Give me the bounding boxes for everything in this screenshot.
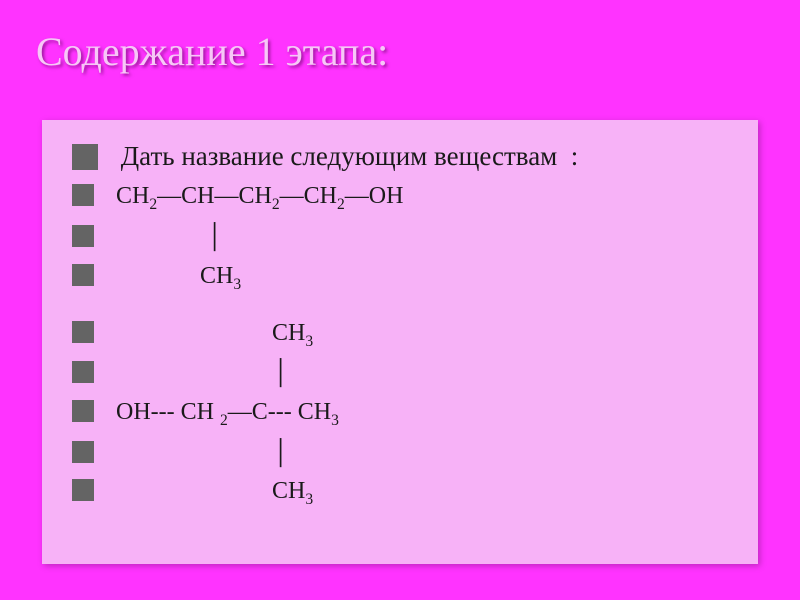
bullet-icon bbox=[72, 479, 94, 501]
content-panel: Дать название следующим веществам : СН2—… bbox=[42, 120, 758, 564]
line-row: СН3 bbox=[72, 317, 734, 352]
line-row: │ bbox=[72, 357, 734, 389]
chem-line: СН3 bbox=[110, 260, 241, 295]
chem-line: ОН--- СН 2—С--- СН3 bbox=[110, 396, 339, 431]
bullet-icon bbox=[72, 321, 94, 343]
line-row: СН3 bbox=[72, 475, 734, 510]
chem-line: │ bbox=[110, 357, 289, 389]
bullet-icon bbox=[72, 361, 94, 383]
spacer bbox=[72, 295, 734, 317]
bullet-icon bbox=[72, 264, 94, 286]
bullet-icon bbox=[72, 400, 94, 422]
slide: Содержание 1 этапа: Дать название следую… bbox=[0, 0, 800, 600]
lead-text: Дать название следующим веществам : bbox=[114, 138, 578, 174]
chem-line: │ bbox=[110, 437, 289, 469]
bullet-icon bbox=[72, 144, 98, 170]
line-row: │ bbox=[72, 437, 734, 469]
bullet-icon bbox=[72, 225, 94, 247]
bullet-icon bbox=[72, 184, 94, 206]
line-row: ОН--- СН 2—С--- СН3 bbox=[72, 396, 734, 431]
lead-row: Дать название следующим веществам : bbox=[72, 138, 734, 174]
line-row: СН3 bbox=[72, 260, 734, 295]
line-row: СН2—СН—СН2—СН2—ОН bbox=[72, 180, 734, 215]
chem-line: │ bbox=[110, 221, 223, 253]
chem-line: СН3 bbox=[110, 317, 313, 352]
line-row: │ bbox=[72, 221, 734, 253]
slide-title: Содержание 1 этапа: bbox=[36, 28, 764, 75]
bullet-icon bbox=[72, 441, 94, 463]
chem-line: СН2—СН—СН2—СН2—ОН bbox=[110, 180, 403, 215]
chem-line: СН3 bbox=[110, 475, 313, 510]
